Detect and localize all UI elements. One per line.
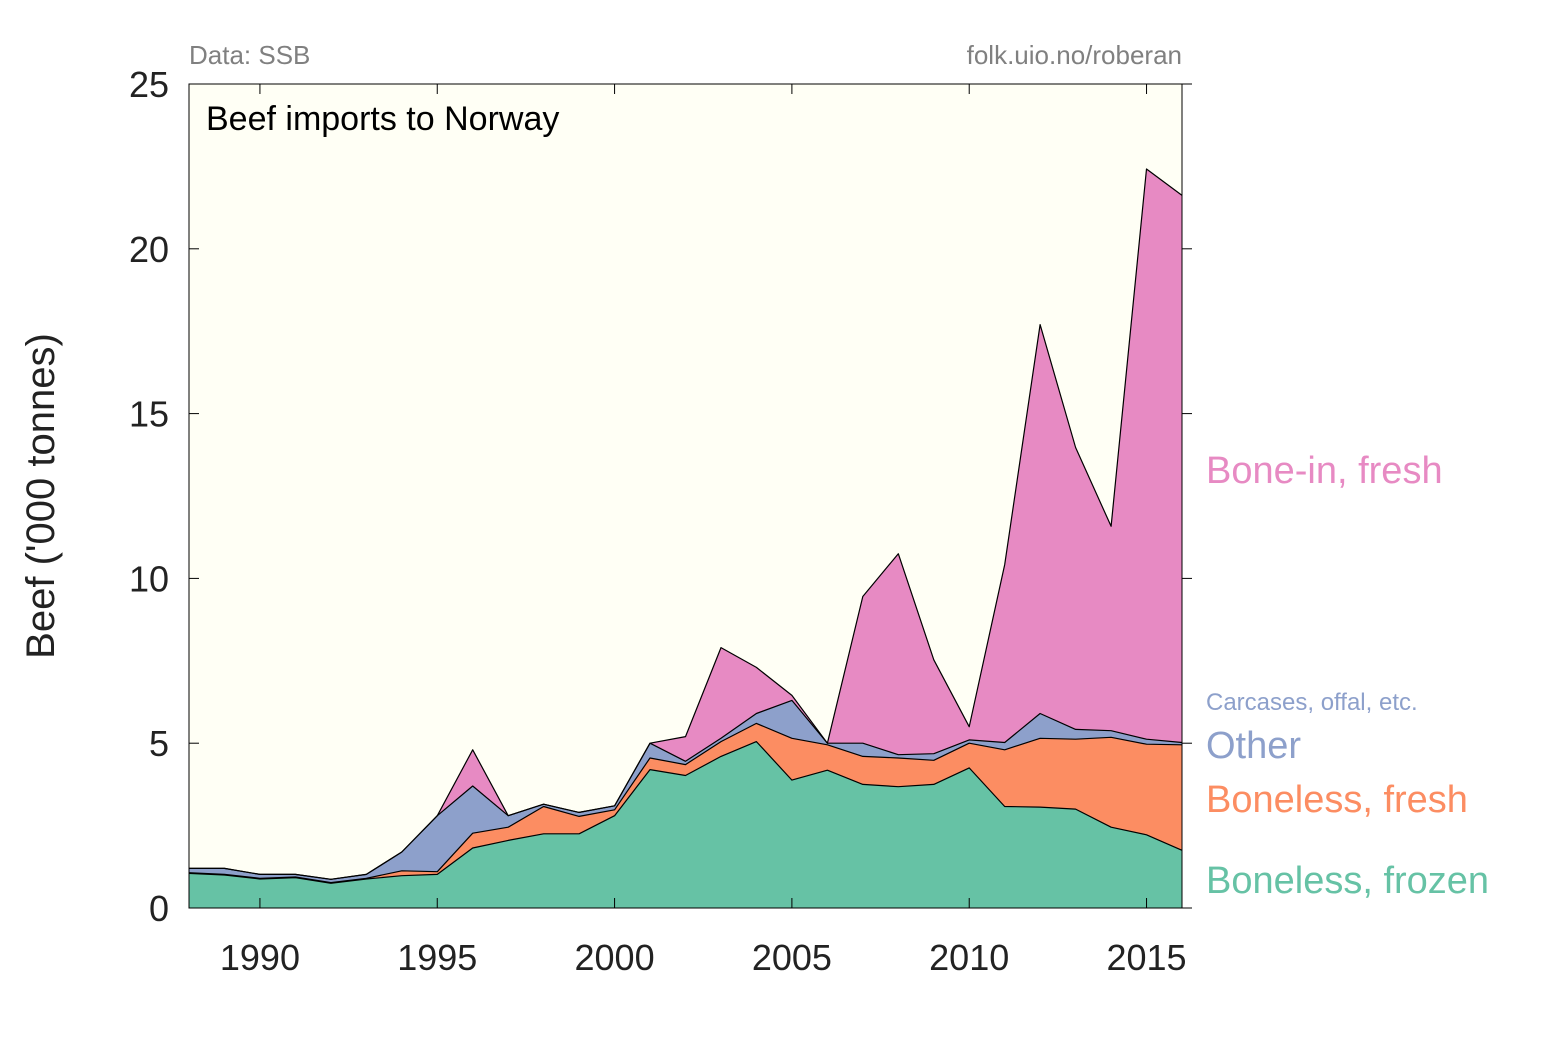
boundary-line-bone-in-fresh bbox=[189, 168, 1183, 880]
y-tick-label: 15 bbox=[129, 394, 169, 435]
y-tick-label: 5 bbox=[149, 723, 169, 764]
plot-frame bbox=[188, 83, 1183, 909]
series-label-other: Other bbox=[1206, 725, 1301, 767]
series-sublabel-other: Carcases, offal, etc. bbox=[1206, 689, 1418, 716]
series-label-bone-in-fresh: Bone-in, fresh bbox=[1206, 450, 1443, 492]
x-tick-label: 1990 bbox=[220, 937, 300, 978]
y-tick-label: 25 bbox=[129, 64, 169, 105]
y-axis: 0 5 10 15 20 25 bbox=[129, 64, 1192, 929]
area-bone-in-fresh bbox=[189, 169, 1182, 880]
y-axis-label: Beef ('000 tonnes) bbox=[19, 333, 63, 659]
boundary-line-boneless-frozen bbox=[188, 741, 1183, 884]
x-tick-label: 2000 bbox=[575, 937, 655, 978]
source-note: Data: SSB bbox=[189, 40, 310, 70]
x-tick-label: 1995 bbox=[397, 937, 477, 978]
x-tick-label: 2005 bbox=[752, 937, 832, 978]
x-tick-label: 2015 bbox=[1106, 937, 1186, 978]
series-label-boneless-frozen: Boneless, frozen bbox=[1206, 860, 1489, 902]
chart-title: Beef imports to Norway bbox=[206, 100, 559, 138]
y-tick-label: 0 bbox=[149, 888, 169, 929]
area-other bbox=[189, 700, 1182, 883]
x-axis: 1990 1995 2000 2005 2010 2015 bbox=[220, 84, 1187, 978]
series-areas bbox=[188, 168, 1183, 908]
series-labels: Boneless, frozen Boneless, fresh Other Carc… bbox=[1206, 450, 1489, 902]
area-boneless-fresh bbox=[189, 723, 1182, 884]
area-boneless-frozen bbox=[189, 741, 1182, 908]
y-tick-label: 10 bbox=[129, 558, 169, 599]
y-tick-label: 20 bbox=[129, 229, 169, 270]
boundary-line-boneless-fresh bbox=[188, 722, 1183, 884]
series-label-boneless-fresh: Boneless, fresh bbox=[1206, 779, 1468, 821]
x-tick-label: 2010 bbox=[929, 937, 1009, 978]
credit-note: folk.uio.no/roberan bbox=[967, 40, 1182, 70]
